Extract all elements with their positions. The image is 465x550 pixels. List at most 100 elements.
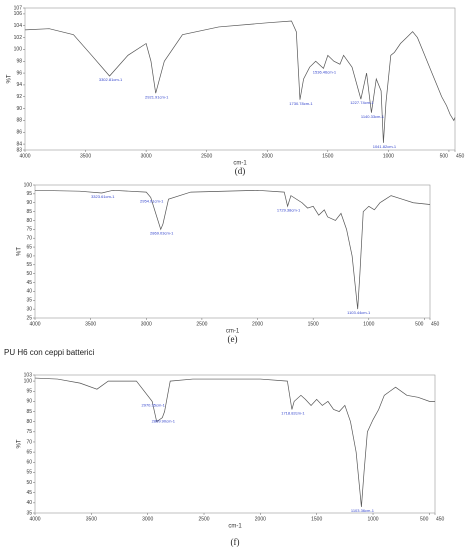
x-tick-label: 3500 — [85, 321, 96, 327]
x-tick-label: 1000 — [383, 153, 394, 159]
x-tick-label: 2500 — [196, 321, 207, 327]
y-tick-label: 90 — [26, 399, 32, 405]
y-tick-label: 45 — [26, 280, 32, 286]
x-tick-label: 4000 — [29, 516, 40, 522]
peak-label: 2869.03cm-1 — [150, 230, 174, 235]
heading: PU H6 con ceppi batterici — [4, 348, 94, 357]
peak-label: 3323.61cm-1 — [91, 194, 115, 199]
peak-label: 1729.38cm-1 — [277, 207, 301, 212]
y-tick-label: 65 — [26, 244, 32, 250]
peak-label: 1103.44cm-1 — [347, 310, 371, 315]
x-tick-label: 1500 — [311, 516, 322, 522]
x-tick-label: 450 — [456, 153, 465, 159]
y-tick-label: 85 — [26, 409, 32, 415]
y-tick-label: 86 — [16, 130, 22, 136]
x-axis-label: cm-1 — [228, 524, 242, 530]
caption: (d) — [235, 166, 246, 176]
x-tick-label: 2000 — [252, 321, 263, 327]
y-tick-label: 50 — [26, 480, 32, 486]
y-tick-label: 75 — [26, 227, 32, 233]
y-tick-label: 50 — [26, 271, 32, 277]
x-tick-label: 3000 — [142, 516, 153, 522]
y-tick-label: 88 — [16, 118, 22, 124]
plot-frame — [34, 374, 436, 514]
y-tick-label: 104 — [14, 23, 23, 29]
x-tick-label: 500 — [440, 153, 449, 159]
y-tick-label: 70 — [26, 439, 32, 445]
peak-label: 2970.35cm-1 — [142, 402, 166, 407]
peak-label: 1730.78cm-1 — [289, 101, 313, 106]
peak-label: 1536.46cm-1 — [313, 69, 337, 74]
y-tick-label: 100 — [24, 378, 33, 384]
y-tick-label: 65 — [26, 449, 32, 455]
y-axis-label: %T — [17, 247, 23, 256]
x-tick-label: 500 — [415, 321, 424, 327]
y-tick-label: 100 — [14, 47, 23, 53]
caption: (f) — [231, 537, 240, 547]
x-tick-label: 1500 — [308, 321, 319, 327]
y-tick-label: 94 — [16, 82, 22, 88]
y-tick-label: 90 — [16, 106, 22, 112]
y-tick-label: 92 — [16, 94, 22, 100]
x-tick-label: 2500 — [198, 516, 209, 522]
peak-label: 1227.74cm-1 — [350, 100, 374, 105]
peak-label: 3302.81cm-1 — [99, 77, 123, 82]
y-tick-label: 80 — [26, 218, 32, 224]
y-tick-label: 55 — [26, 262, 32, 268]
spectrum-line — [34, 189, 431, 310]
caption: (e) — [228, 334, 238, 344]
x-tick-label: 3000 — [141, 153, 152, 159]
y-tick-label: 75 — [26, 429, 32, 435]
y-tick-label: 70 — [26, 236, 32, 242]
x-tick-label: 450 — [436, 516, 445, 522]
y-tick-label: 83 — [16, 147, 22, 153]
y-tick-label: 84 — [16, 141, 22, 147]
y-tick-label: 30 — [26, 306, 32, 312]
x-tick-label: 1000 — [363, 321, 374, 327]
spectrum-line — [24, 20, 456, 143]
y-tick-label: 107 — [14, 5, 23, 11]
y-tick-label: 103 — [24, 372, 33, 378]
x-tick-label: 4000 — [19, 153, 30, 159]
x-tick-label: 1000 — [367, 516, 378, 522]
spectrum-line — [34, 377, 435, 507]
y-tick-label: 55 — [26, 470, 32, 476]
peak-label: 2869.90cm-1 — [152, 419, 176, 424]
x-tick-label: 3500 — [86, 516, 97, 522]
x-tick-label: 3500 — [80, 153, 91, 159]
peak-label: 1103.36cm-1 — [351, 508, 375, 513]
plot-frame — [34, 184, 431, 319]
y-tick-label: 45 — [26, 490, 32, 496]
y-tick-label: 35 — [26, 510, 32, 516]
y-tick-label: 100 — [24, 182, 33, 188]
y-tick-label: 106 — [14, 11, 23, 17]
y-tick-label: 95 — [26, 191, 32, 197]
x-tick-label: 450 — [431, 321, 440, 327]
x-tick-label: 1500 — [322, 153, 333, 159]
y-tick-label: 95 — [26, 389, 32, 395]
y-tick-label: 96 — [16, 70, 22, 76]
y-tick-label: 40 — [26, 500, 32, 506]
peak-label: 2954.91cm-1 — [140, 198, 164, 203]
x-axis-label: cm-1 — [226, 329, 240, 335]
y-tick-label: 60 — [26, 460, 32, 466]
peak-label: 1140.33cm-1 — [361, 114, 385, 119]
peak-label: 2921.91cm-1 — [145, 94, 169, 99]
y-tick-label: 25 — [26, 315, 32, 321]
x-tick-label: 4000 — [29, 321, 40, 327]
plot-frame — [24, 7, 456, 151]
y-tick-label: 80 — [26, 419, 32, 425]
y-tick-label: 90 — [26, 200, 32, 206]
x-tick-label: 2000 — [262, 153, 273, 159]
x-axis-label: cm-1 — [233, 161, 247, 167]
y-tick-label: 35 — [26, 298, 32, 304]
x-tick-label: 2500 — [201, 153, 212, 159]
peak-label: 1718.82cm-1 — [281, 411, 305, 416]
x-tick-label: 2000 — [255, 516, 266, 522]
peak-label: 1041.82cm-1 — [373, 144, 397, 149]
y-axis-label: %T — [7, 74, 13, 83]
x-tick-label: 500 — [420, 516, 429, 522]
y-tick-label: 98 — [16, 59, 22, 65]
y-tick-label: 60 — [26, 253, 32, 259]
